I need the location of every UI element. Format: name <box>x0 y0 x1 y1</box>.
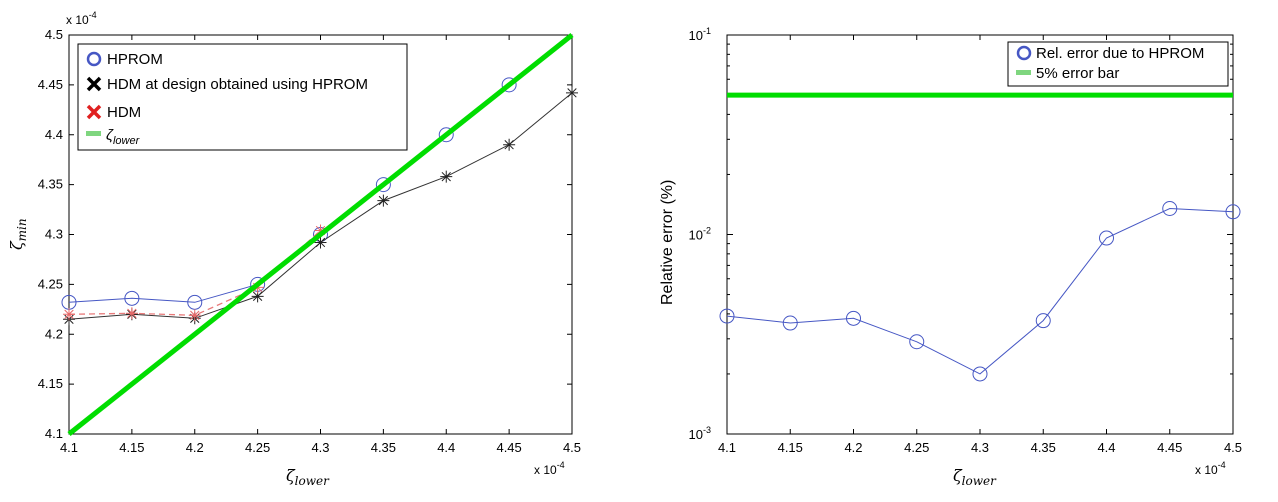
right-legend-box <box>1007 41 1229 87</box>
legend-item-hprom: HPROM <box>86 51 163 68</box>
legend-marker-rel-error <box>1016 45 1032 61</box>
x-tick-label: 4.15 <box>119 440 144 455</box>
y-tick-label: 10-1 <box>689 26 711 43</box>
x-tick-label: 4.25 <box>904 440 929 455</box>
left-series <box>61 33 578 436</box>
y-tick-label: 4.1 <box>45 426 63 441</box>
x-tick-label: 4.15 <box>778 440 803 455</box>
x-tick-label: 4.2 <box>186 440 204 455</box>
legend-label-error-bar: 5% error bar <box>1036 65 1119 82</box>
data-point <box>846 310 861 326</box>
legend-marker-hdm <box>86 104 102 120</box>
right-x-ticks: 4.1 4.15 4.2 4.25 4.3 4.35 4.4 4.45 4.5 <box>718 35 1242 455</box>
data-point <box>188 309 201 322</box>
legend-marker-error-bar <box>1016 70 1031 75</box>
data-point <box>503 138 516 151</box>
x-tick-label: 4.45 <box>1157 440 1182 455</box>
x-tick-label: 4.4 <box>437 440 455 455</box>
x-tick-label: 4.3 <box>311 440 329 455</box>
left-chart: 4.1 4.15 4.2 4.25 4.3 4.35 4.4 4.45 4.5 4.14.154… <box>7 10 581 488</box>
left-x-ticks: 4.1 4.15 4.2 4.25 4.3 4.35 4.4 4.45 4.5 <box>60 35 581 455</box>
data-point <box>125 307 138 320</box>
legend-item-hdm-design: HDM at design obtained using HPROM <box>86 76 368 93</box>
left-x-multiplier: x 10-4 <box>534 460 565 477</box>
x-tick-label: 4.45 <box>496 440 521 455</box>
x-tick-label: 4.1 <box>718 440 736 455</box>
y-tick-label: 4.5 <box>45 27 63 42</box>
data-point <box>124 290 140 306</box>
y-tick-label: 4.45 <box>38 77 63 92</box>
data-point <box>972 366 988 382</box>
y-tick-label: 4.3 <box>45 227 63 242</box>
right-x-label: ζlower <box>953 466 997 488</box>
left-legend: HPROM HDM at design obtained using HPROM… <box>77 43 408 151</box>
data-point <box>909 334 925 350</box>
data-point <box>440 170 453 183</box>
data-point <box>63 308 75 321</box>
right-y-label: Relative error (%) <box>659 180 676 305</box>
x-tick-label: 4.35 <box>1031 440 1056 455</box>
series-series-3 <box>67 33 574 436</box>
x-tick-label: 4.5 <box>1224 440 1242 455</box>
legend-marker-zeta-lower <box>86 131 101 136</box>
right-legend: Rel. error due to HPROM 5% error bar <box>1007 41 1229 87</box>
left-legend-box <box>77 43 408 151</box>
y-tick-label: 4.4 <box>45 127 63 142</box>
y-tick-label: 4.2 <box>45 326 63 341</box>
right-series <box>719 92 1241 382</box>
x-tick-label: 4.35 <box>371 440 396 455</box>
right-y-ticks: 10-3 10-2 10-1 <box>689 26 1233 442</box>
x-tick-label: 4.2 <box>844 440 862 455</box>
left-x-label: ζlower <box>286 466 330 488</box>
legend-label-hprom: HPROM <box>107 51 163 68</box>
legend-marker-hprom <box>86 51 102 67</box>
y-tick-label: 4.15 <box>38 376 63 391</box>
y-tick-label: 4.25 <box>38 276 63 291</box>
right-x-multiplier: x 10-4 <box>1195 460 1226 477</box>
data-point <box>501 77 517 93</box>
data-point <box>782 315 798 331</box>
data-point <box>1035 313 1051 329</box>
data-point <box>1225 204 1241 220</box>
x-tick-label: 4.4 <box>1097 440 1115 455</box>
data-point <box>314 224 327 237</box>
legend-label-hdm: HDM <box>107 104 141 121</box>
legend-item-error-bar: 5% error bar <box>1016 65 1119 82</box>
series-line <box>726 207 1234 375</box>
data-point <box>719 308 735 324</box>
legend-item-rel-error: Rel. error due to HPROM <box>1016 45 1204 62</box>
legend-label-hdm-design: HDM at design obtained using HPROM <box>107 76 368 93</box>
x-tick-label: 4.3 <box>971 440 989 455</box>
x-tick-label: 4.1 <box>60 440 78 455</box>
x-tick-label: 4.25 <box>245 440 270 455</box>
data-point <box>314 236 327 249</box>
right-chart: 4.1 4.15 4.2 4.25 4.3 4.35 4.4 4.45 4.5 10-3 10-2… <box>659 26 1242 488</box>
reference-line <box>67 33 574 436</box>
data-point <box>438 127 454 143</box>
left-y-label: ζmin <box>7 218 29 250</box>
legend-marker-hdm-design <box>86 76 102 92</box>
data-point <box>1099 230 1114 246</box>
y-tick-label: 10-2 <box>689 226 711 243</box>
series-rel-error-due-to-hprom <box>719 200 1241 382</box>
data-point <box>1162 200 1178 216</box>
data-point <box>377 194 390 207</box>
legend-item-hdm: HDM <box>86 104 141 121</box>
legend-item-zeta-lower: ζlower <box>86 127 141 147</box>
y-tick-label: 10-3 <box>689 425 711 442</box>
x-tick-label: 4.5 <box>563 440 581 455</box>
data-point <box>251 290 264 303</box>
left-y-ticks: 4.1 4.15 4.2 4.25 4.3 4.35 4.4 4.45 4.5 <box>38 27 572 441</box>
data-point <box>566 86 578 99</box>
legend-label-zeta-lower: ζlower <box>106 127 141 147</box>
left-y-multiplier: x 10-4 <box>66 10 97 27</box>
legend-label-rel-error: Rel. error due to HPROM <box>1036 45 1204 62</box>
data-point <box>375 177 391 193</box>
y-tick-label: 4.35 <box>38 177 63 192</box>
